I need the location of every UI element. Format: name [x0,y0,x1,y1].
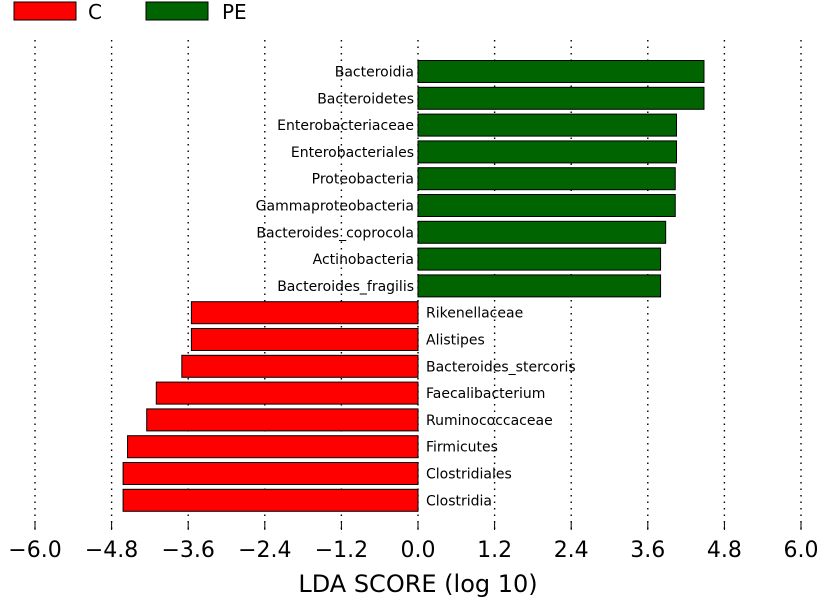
category-label: Bacteroidetes [317,91,414,107]
x-tick-label: 1.2 [477,538,512,563]
bar-clostridia [122,488,419,512]
x-tick-label: −4.8 [85,538,138,563]
legend: C PE [13,0,247,24]
category-label: Actinobacteria [313,252,414,268]
bar-firmicutes [127,435,419,459]
x-tick-label: 4.8 [707,538,742,563]
category-label: Gammaproteobacteria [256,199,414,215]
bar-bacteroidia [417,60,705,83]
x-axis: −6.0 −4.8 −3.6 −2.4 −1.2 0.0 1.2 2.4 3.6 4.8 6.0 [8,522,819,563]
category-label: Enterobacteriaceae [277,118,414,134]
bar-rikenellaceae [190,301,419,325]
x-tick-label: −3.6 [161,538,214,563]
category-label: Bacteroides_coprocola [256,225,414,241]
category-labels: Bacteroidia Bacteroidetes Enterobacteriace… [256,65,576,510]
bar-actinobacteria [417,247,662,271]
category-label: Enterobacteriales [291,145,414,161]
x-tick-label: −1.2 [315,538,368,563]
bar-gammaproteobacteria [417,194,676,217]
x-tick-label: 0.0 [401,538,436,563]
bar-faecalibacterium [155,381,419,405]
category-label: Alistipes [426,333,485,349]
category-label: Proteobacteria [312,172,414,188]
category-label: Firmicutes [426,440,498,456]
category-label: Clostridia [426,493,492,509]
category-label: Bacteroides_stercoris [426,359,576,375]
bar-clostridiales [122,462,419,485]
category-label: Bacteroidia [335,65,414,81]
legend-label-pe: PE [222,0,247,24]
bar-bacteroidetes [417,86,705,110]
legend-swatch-c [13,1,77,21]
legend-label-c: C [88,0,102,24]
bar-bacteroides-coprocola [417,220,667,244]
bar-ruminococcaceae [146,408,419,432]
bar-enterobacteriales [417,140,678,164]
category-label: Faecalibacterium [426,386,545,402]
bar-alistipes [190,328,419,351]
category-label: Bacteroides_fragilis [277,279,414,295]
category-label: Ruminococcaceae [426,413,553,429]
bar-enterobacteriaceae [417,113,678,137]
category-label: Clostridiales [426,467,512,483]
x-tick-label: −2.4 [238,538,291,563]
legend-swatch-pe [145,1,209,21]
x-tick-label: 2.4 [554,538,589,563]
x-tick-label: 6.0 [784,538,819,563]
x-axis-title: LDA SCORE (log 10) [298,570,537,598]
bar-bacteroides-fragilis [417,274,662,298]
bar-bacteroides-stercoris [181,354,419,378]
x-tick-label: 3.6 [630,538,665,563]
x-tick-label: −6.0 [8,538,61,563]
bars [122,60,705,512]
bar-proteobacteria [417,167,676,191]
category-label: Rikenellaceae [426,306,523,322]
